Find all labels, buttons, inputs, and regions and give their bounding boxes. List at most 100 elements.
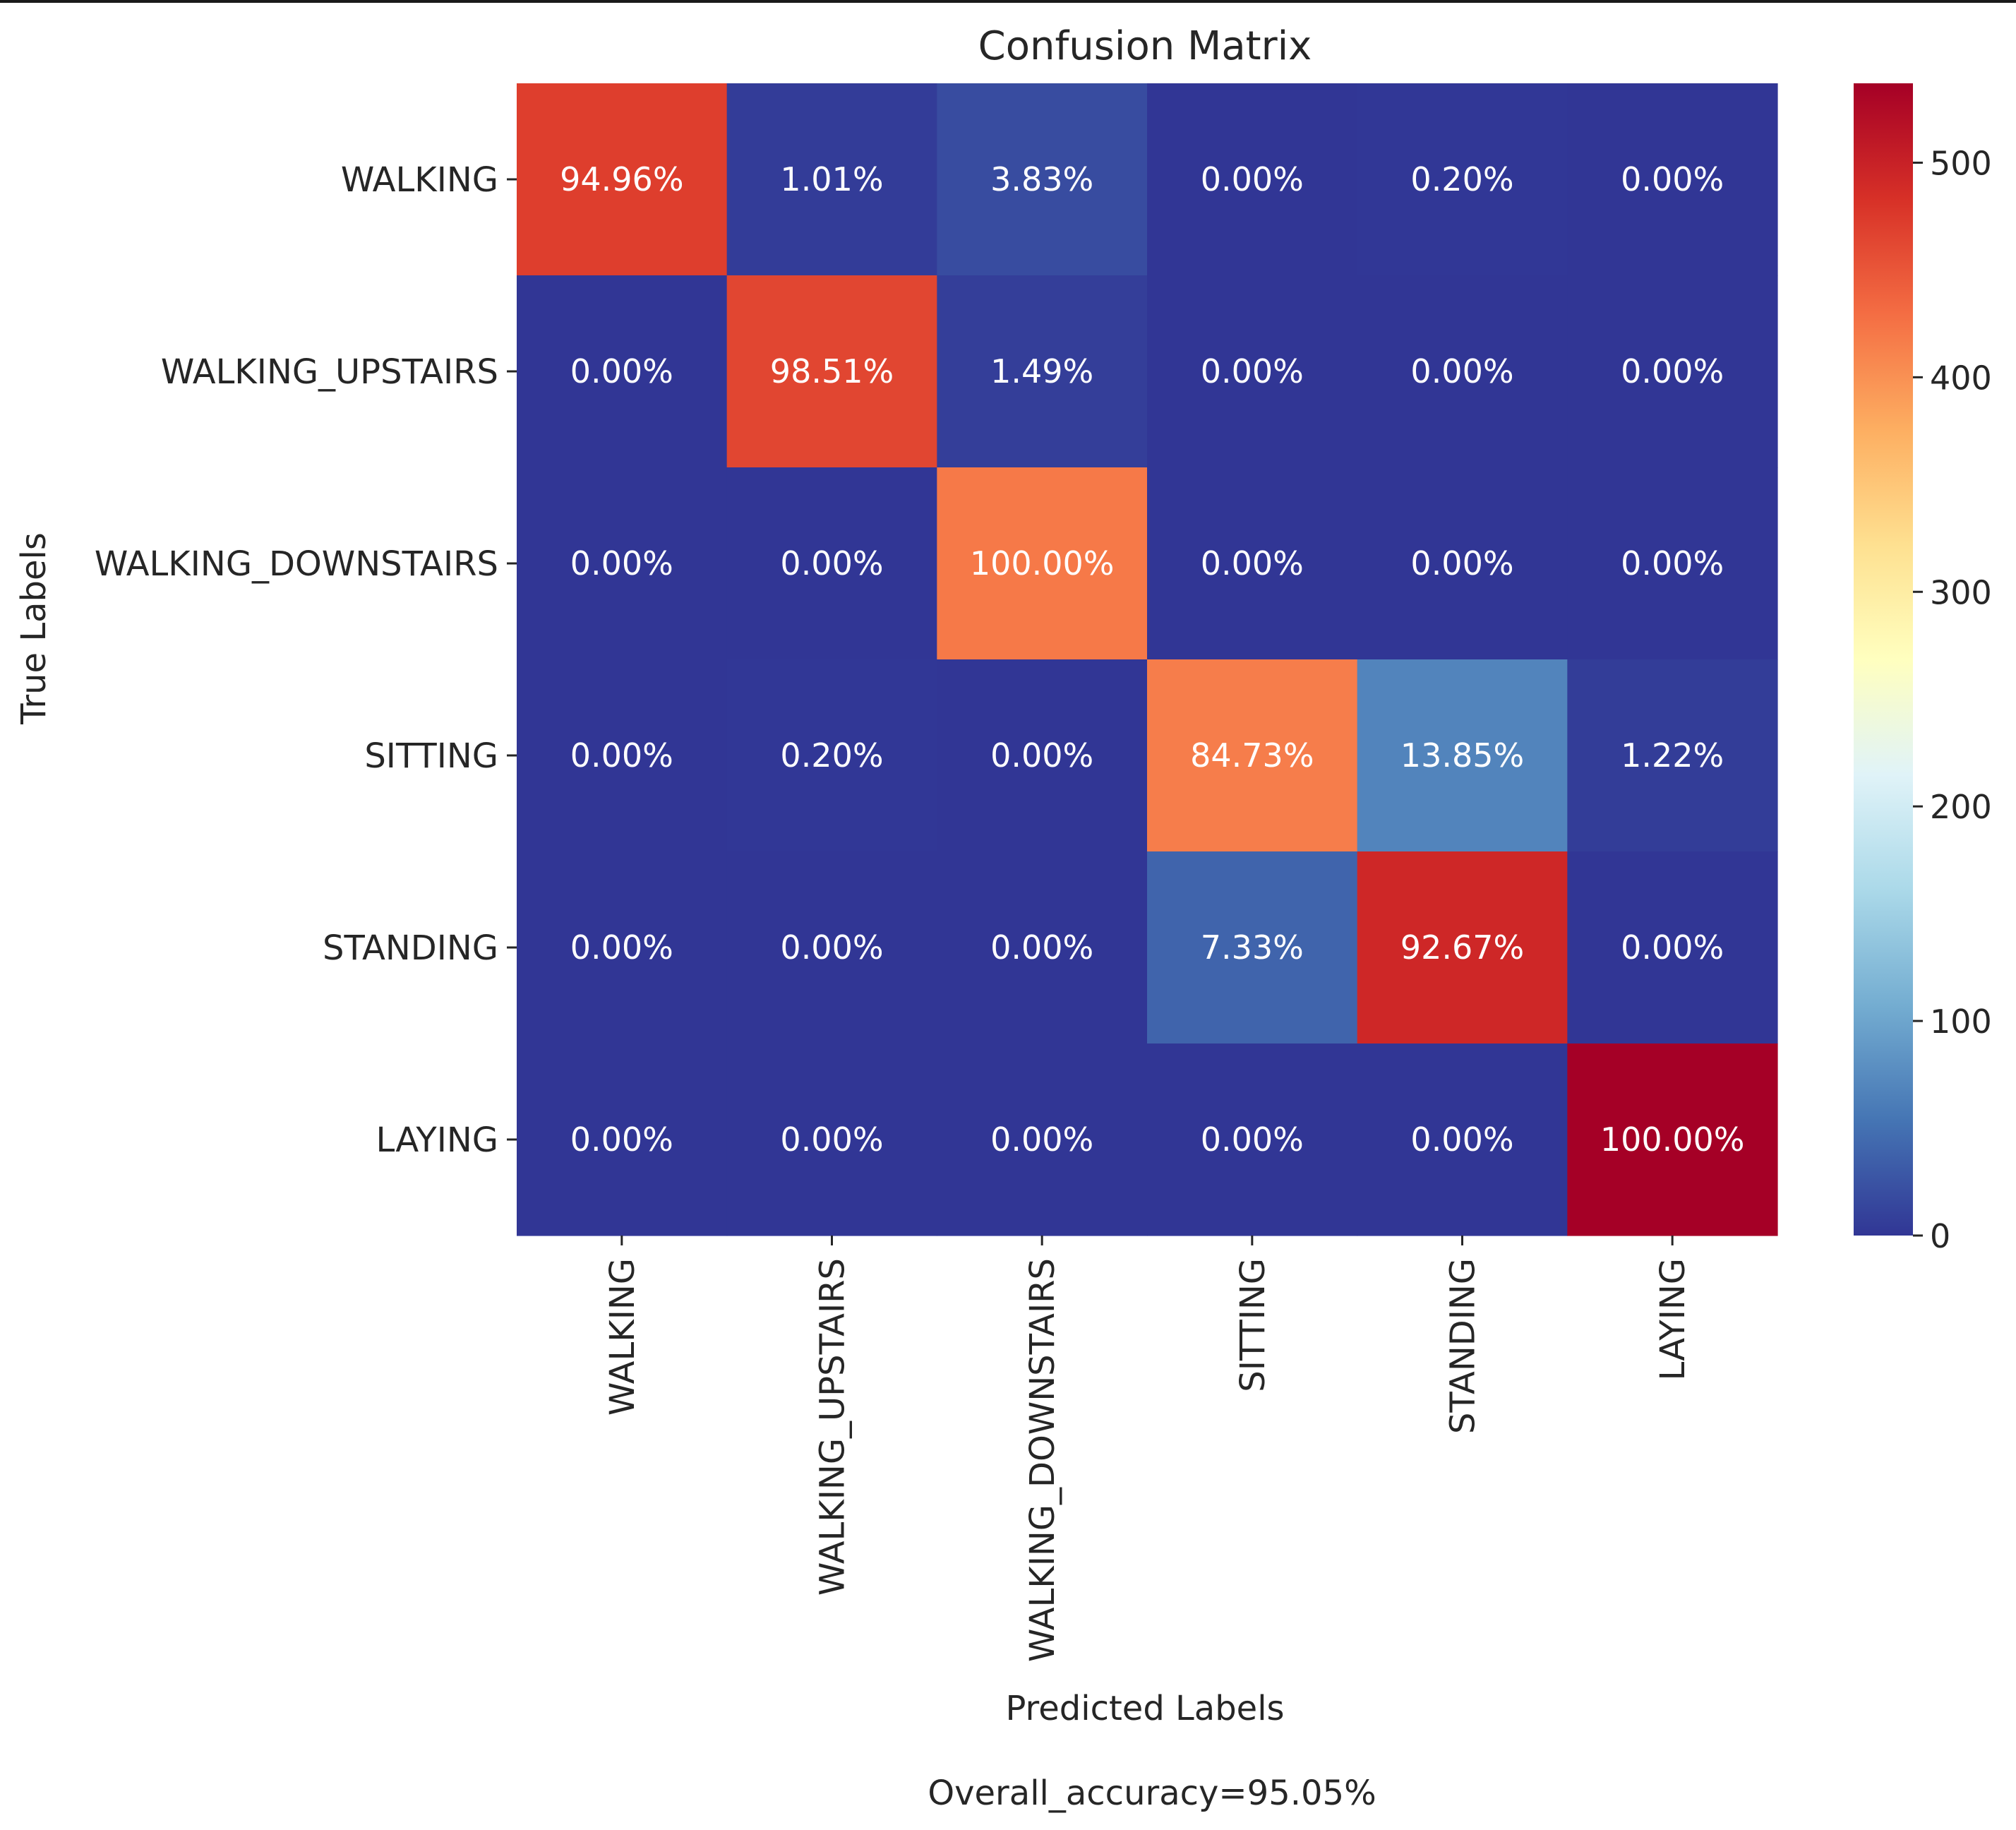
- y-tick-label: WALKING: [341, 160, 498, 200]
- x-tick-label: WALKING: [603, 1258, 642, 1416]
- x-axis-label: Predicted Labels: [1005, 1689, 1284, 1728]
- y-tick-label: WALKING_UPSTAIRS: [161, 352, 498, 392]
- heatmap-cell: [937, 659, 1148, 852]
- heatmap-cell: [1147, 467, 1358, 660]
- heatmap-cell-label: 0.00%: [570, 736, 673, 775]
- heatmap-cell-label: 0.00%: [1621, 352, 1724, 390]
- heatmap-cell-label: 7.33%: [1201, 928, 1304, 967]
- heatmap-cell: [1147, 659, 1358, 852]
- heatmap-cell-label: 3.83%: [990, 160, 1093, 198]
- y-tick-label: SITTING: [364, 736, 498, 776]
- y-axis-label: True Labels: [14, 532, 54, 725]
- heatmap-cell: [1567, 467, 1778, 660]
- colorbar-tick-label: 0: [1930, 1217, 1950, 1255]
- heatmap-cell: [517, 275, 728, 468]
- colorbar-tick-label: 300: [1930, 573, 1992, 611]
- x-tick-label: WALKING_UPSTAIRS: [813, 1258, 853, 1596]
- heatmap-cell-label: 0.00%: [1621, 928, 1724, 967]
- heatmap-cell: [726, 851, 937, 1044]
- heatmap-cell: [1147, 1043, 1358, 1236]
- heatmap-cell: [937, 83, 1148, 276]
- heatmap-cell: [1567, 83, 1778, 276]
- heatmap-cell-label: 0.00%: [570, 352, 673, 390]
- heatmap-cell: [1147, 83, 1358, 276]
- heatmap-cell: [1357, 1043, 1568, 1236]
- top-border-line: [0, 0, 2016, 3]
- heatmap-cell-label: 0.20%: [780, 736, 883, 775]
- heatmap-cell-label: 0.00%: [990, 1120, 1093, 1159]
- heatmap-cell-label: 0.00%: [1621, 160, 1724, 198]
- heatmap-cell-label: 0.00%: [570, 1120, 673, 1159]
- heatmap-cell: [726, 467, 937, 660]
- heatmap-cell-label: 0.00%: [780, 928, 883, 967]
- heatmap-cell-label: 0.00%: [1410, 544, 1513, 582]
- heatmap-cell-label: 84.73%: [1190, 736, 1314, 775]
- heatmap-cell: [726, 659, 937, 852]
- colorbar-tick-label: 200: [1930, 788, 1992, 826]
- heatmap-cell: [1357, 851, 1568, 1044]
- heatmap-cell: [1567, 1043, 1778, 1236]
- heatmap-cells: [517, 83, 1778, 1236]
- heatmap-cell-label: 0.00%: [1201, 160, 1304, 198]
- heatmap-cell: [726, 1043, 937, 1236]
- heatmap-cell-label: 0.00%: [1201, 544, 1304, 582]
- heatmap-cell-label: 1.22%: [1621, 736, 1724, 775]
- heatmap-cell: [1567, 275, 1778, 468]
- y-axis-ticks: WALKING WALKING_UPSTAIRS WALKING_DOWNSTAIR…: [95, 160, 517, 1160]
- y-tick-label: STANDING: [323, 928, 498, 968]
- heatmap-cell-label: 100.00%: [1600, 1120, 1745, 1159]
- heatmap-cell-label: 0.20%: [1410, 160, 1513, 198]
- heatmap-cell: [1357, 275, 1568, 468]
- x-axis-ticks: WALKING WALKING_UPSTAIRS WALKING_DOWNSTAIR…: [603, 1236, 1693, 1662]
- heatmap-cell-label: 1.49%: [990, 352, 1093, 390]
- heatmap-cell: [1357, 659, 1568, 852]
- heatmap-cell-label: 0.00%: [1621, 544, 1724, 582]
- heatmap-cell: [937, 275, 1148, 468]
- heatmap-cell-label: 0.00%: [990, 928, 1093, 967]
- heatmap-cell-label: 13.85%: [1400, 736, 1524, 775]
- heatmap-cell: [1147, 851, 1358, 1044]
- heatmap-cell-label: 100.00%: [970, 544, 1115, 582]
- x-tick-label: SITTING: [1233, 1258, 1273, 1392]
- heatmap-cell: [517, 467, 728, 660]
- colorbar-tick-label: 100: [1930, 1003, 1992, 1041]
- heatmap-cell-label: 98.51%: [770, 352, 894, 390]
- heatmap-cell-label: 0.00%: [1201, 352, 1304, 390]
- heatmap-cell: [517, 851, 728, 1044]
- heatmap-cell: [1567, 659, 1778, 852]
- overall-accuracy-text: Overall_accuracy=95.05%: [928, 1774, 1376, 1813]
- heatmap-cell-label: 92.67%: [1400, 928, 1524, 967]
- heatmap-cell-label: 0.00%: [1410, 352, 1513, 390]
- y-tick-label: LAYING: [376, 1120, 498, 1160]
- heatmap-cell: [937, 467, 1148, 660]
- y-tick-label: WALKING_DOWNSTAIRS: [95, 544, 498, 584]
- heatmap-cell-label: 0.00%: [780, 1120, 883, 1159]
- colorbar-ticks: 0 100 200 300 400 500: [1913, 144, 1992, 1255]
- heatmap-cell-label: 0.00%: [780, 544, 883, 582]
- heatmap-cell: [517, 1043, 728, 1236]
- heatmap-cell-label: 0.00%: [570, 928, 673, 967]
- heatmap-cell: [1567, 851, 1778, 1044]
- heatmap-cell: [517, 659, 728, 852]
- heatmap-cell: [517, 83, 728, 276]
- heatmap-cell: [1147, 275, 1358, 468]
- x-tick-label: LAYING: [1653, 1258, 1693, 1381]
- heatmap-cell: [726, 83, 937, 276]
- heatmap-cell: [937, 1043, 1148, 1236]
- chart-title: Confusion Matrix: [978, 23, 1312, 69]
- heatmap-cell-label: 1.01%: [780, 160, 883, 198]
- heatmap-cell-label: 0.00%: [570, 544, 673, 582]
- heatmap-cell-labels: 94.96% 1.01% 3.83% 0.00% 0.20% 0.00% 0.00% 98.5…: [560, 160, 1744, 1159]
- heatmap-cell: [726, 275, 937, 468]
- heatmap-cell: [1357, 467, 1568, 660]
- heatmap-cell-label: 0.00%: [1410, 1120, 1513, 1159]
- x-tick-label: WALKING_DOWNSTAIRS: [1023, 1258, 1062, 1662]
- x-tick-label: STANDING: [1444, 1258, 1483, 1434]
- heatmap-cell-label: 0.00%: [990, 736, 1093, 775]
- heatmap-cell: [1357, 83, 1568, 276]
- heatmap-cell-label: 0.00%: [1201, 1120, 1304, 1159]
- heatmap-cell: [937, 851, 1148, 1044]
- colorbar-tick-label: 400: [1930, 359, 1992, 397]
